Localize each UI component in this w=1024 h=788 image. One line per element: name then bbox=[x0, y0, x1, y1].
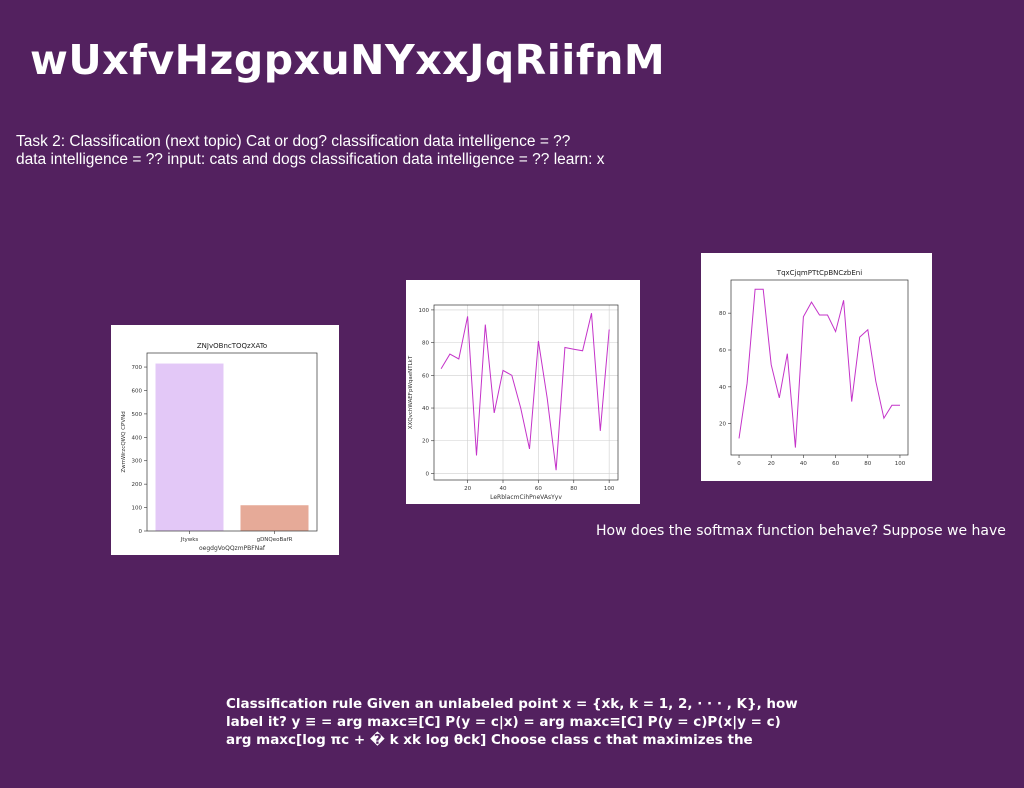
y-tick-label: 300 bbox=[132, 459, 143, 465]
plot-frame bbox=[730, 279, 909, 456]
y-tick-label: 0 bbox=[426, 471, 430, 477]
softmax-text: How does the softmax function behave? Su… bbox=[596, 523, 1006, 539]
rule-line: arg maxc[log πc + � k xk log θck] Choose… bbox=[226, 732, 753, 748]
y-tick-label: 0 bbox=[139, 529, 143, 535]
x-tick-label: 20 bbox=[768, 461, 775, 467]
classification-rule-text: Classification rule Given an unlabeled p… bbox=[226, 695, 826, 749]
y-axis-label: ZwmWrzcQWQ CPVNd bbox=[121, 411, 127, 472]
line-chart-panel-2: TqxCjqmPTtCpBNCzbEni 20 40 60 80 0 20 40 60 80 100 bbox=[701, 253, 932, 481]
x-tick-label: 60 bbox=[535, 486, 542, 492]
x-tick-label: 80 bbox=[864, 461, 871, 467]
y-tick-label: 600 bbox=[132, 388, 143, 394]
line-chart-panel: 0 20 40 60 80 100 20 40 60 80 100 LeRblacmCihPneVAs… bbox=[406, 280, 640, 504]
plot-frame bbox=[146, 352, 318, 532]
slide-title: wUxfvHzgpxuNYxxJqRiifnM bbox=[30, 36, 666, 84]
rule-line: label it? y ≡ = arg maxc≡[C] P(y = c|x) … bbox=[226, 714, 781, 730]
task-text: Task 2: Classification (next topic) Cat … bbox=[16, 133, 666, 169]
x-tick-label: 60 bbox=[832, 461, 839, 467]
y-tick-label: 60 bbox=[422, 373, 429, 379]
task-line: data intelligence = ?? input: cats and d… bbox=[16, 151, 605, 168]
bar bbox=[155, 363, 224, 531]
rule-line: Classification rule Given an unlabeled p… bbox=[226, 696, 798, 712]
y-tick-label: 700 bbox=[132, 365, 143, 371]
y-tick-label: 200 bbox=[132, 482, 143, 488]
x-tick-label: gDNQeoBafR bbox=[257, 537, 293, 543]
chart-title: TqxCjqmPTtCpBNCzbEni bbox=[776, 269, 862, 277]
bar-chart: ZNJvOBncTOQzXATo 0 100 200 300 400 500 600 700 Jt… bbox=[121, 342, 318, 552]
x-tick-label: 40 bbox=[800, 461, 807, 467]
line-chart: 0 20 40 60 80 100 20 40 60 80 100 LeRblacmCihPneVAs… bbox=[408, 304, 619, 501]
task-line: Task 2: Classification (next topic) Cat … bbox=[16, 133, 571, 150]
x-tick-label: 40 bbox=[500, 486, 507, 492]
x-tick-label: 100 bbox=[604, 486, 615, 492]
series-line bbox=[738, 288, 900, 448]
x-tick-label: 80 bbox=[570, 486, 577, 492]
x-tick-label: 20 bbox=[464, 486, 471, 492]
x-tick-label: 0 bbox=[737, 461, 741, 467]
y-tick-label: 400 bbox=[132, 435, 143, 441]
x-axis-label: oegdgVoQQzmPBFNaf bbox=[199, 545, 266, 552]
x-axis-label: LeRblacmCihPneVAsYyv bbox=[490, 494, 562, 501]
y-tick-label: 500 bbox=[132, 412, 143, 418]
series-line bbox=[440, 313, 610, 471]
y-tick-label: 100 bbox=[132, 506, 143, 512]
y-tick-label: 80 bbox=[719, 311, 726, 317]
y-tick-label: 100 bbox=[419, 308, 430, 314]
y-tick-label: 20 bbox=[719, 422, 726, 428]
y-axis-label: XXQvchWAEFpWqaeNTLkT bbox=[408, 355, 414, 429]
y-tick-label: 40 bbox=[422, 406, 429, 412]
y-tick-label: 40 bbox=[719, 385, 726, 391]
y-tick-label: 20 bbox=[422, 439, 429, 445]
bar-chart-panel: ZNJvOBncTOQzXATo 0 100 200 300 400 500 600 700 Jt… bbox=[111, 325, 339, 555]
plot-frame bbox=[433, 304, 619, 481]
x-tick-label: Jtywks bbox=[180, 537, 199, 543]
y-tick-label: 60 bbox=[719, 348, 726, 354]
x-tick-label: 100 bbox=[895, 461, 906, 467]
bar bbox=[240, 505, 309, 531]
chart-title: ZNJvOBncTOQzXATo bbox=[197, 342, 267, 350]
line-chart-2: TqxCjqmPTtCpBNCzbEni 20 40 60 80 0 20 40 60 80 100 bbox=[719, 269, 909, 467]
y-tick-label: 80 bbox=[422, 341, 429, 347]
